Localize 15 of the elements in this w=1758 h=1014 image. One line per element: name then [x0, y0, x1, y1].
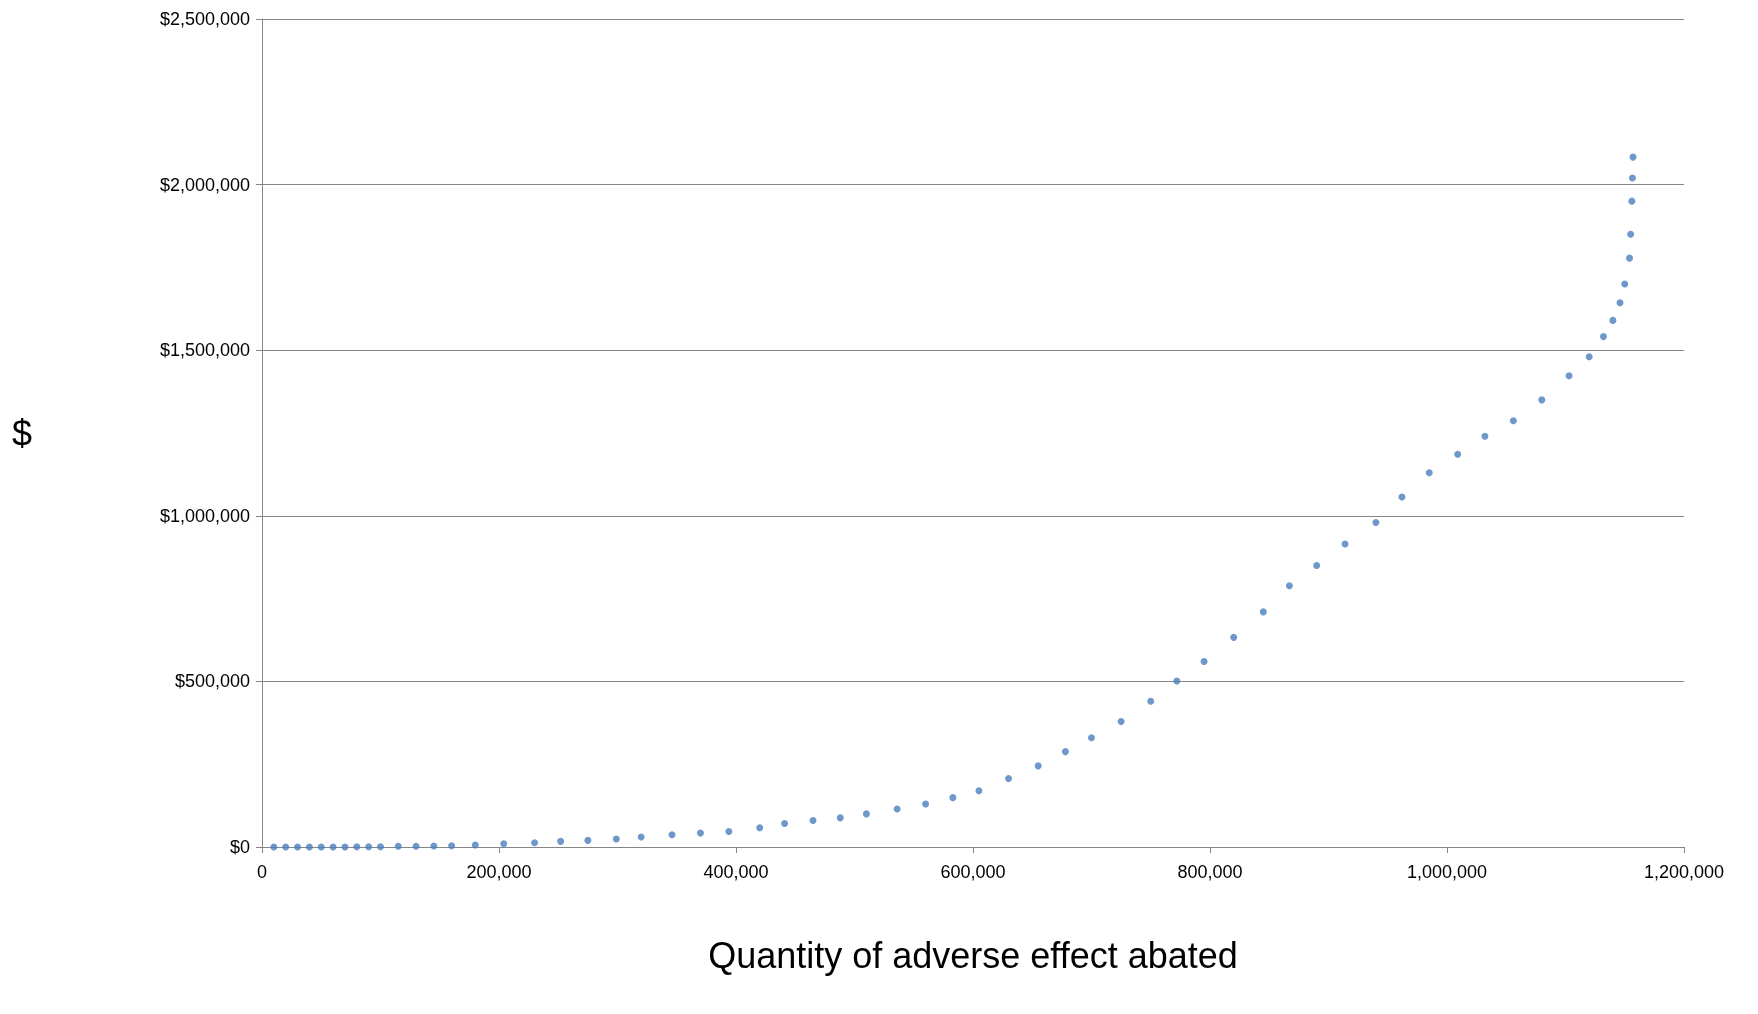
x-tick-label: 200,000 [466, 862, 532, 882]
x-tick-label: 1,200,000 [1643, 862, 1725, 882]
x-axis-title: Quantity of adverse effect abated [708, 934, 1238, 976]
y-tick-label: $0 [229, 837, 250, 857]
x-tick-label: 800,000 [1177, 862, 1243, 882]
x-tick-label: 0 [256, 862, 268, 882]
y-tick-label: $1,000,000 [159, 505, 250, 526]
x-tick-label: 600,000 [940, 862, 1006, 882]
y-axis-title: $ [11, 412, 32, 454]
y-tick-label: $2,000,000 [159, 174, 250, 195]
y-tick-label: $2,500,000 [159, 9, 250, 29]
y-tick-label: $1,500,000 [159, 340, 250, 361]
x-tick-label: 400,000 [703, 862, 769, 882]
x-tick-label: 1,000,000 [1406, 862, 1488, 882]
y-tick-label: $500,000 [174, 671, 250, 692]
